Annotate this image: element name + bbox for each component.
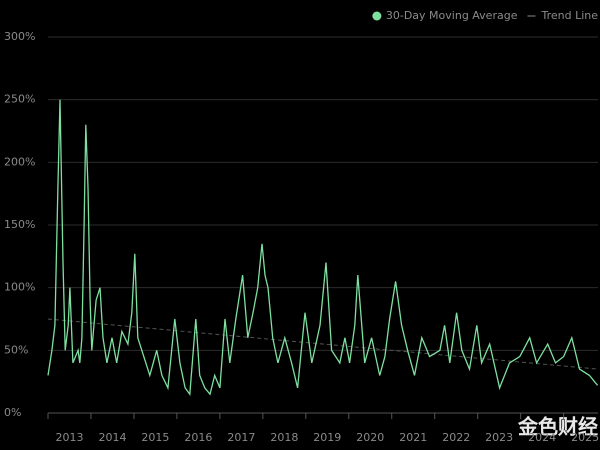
- x-tick-label: 2016: [184, 431, 212, 444]
- x-tick-label: 2023: [485, 431, 513, 444]
- series-line: [47, 99, 599, 396]
- x-tick-label: 2021: [399, 431, 427, 444]
- x-tick-label: 2017: [227, 431, 255, 444]
- x-tick-label: 2022: [442, 431, 470, 444]
- x-tick-label: 2015: [141, 431, 169, 444]
- x-tick-label: 2014: [98, 431, 126, 444]
- x-tick-label: 2024: [528, 431, 556, 444]
- watermark: 金色财经: [517, 415, 598, 439]
- y-tick-label: 200%: [4, 155, 35, 168]
- x-tick-label: 2018: [270, 431, 298, 444]
- y-tick-label: 150%: [4, 218, 35, 231]
- y-tick-label: 300%: [4, 30, 35, 43]
- legend-swatch: [372, 11, 382, 21]
- x-tick-label: 2019: [313, 431, 341, 444]
- y-tick-label: 250%: [4, 93, 35, 106]
- x-tick-label: 2025: [571, 431, 599, 444]
- legend-label: Trend Line: [540, 9, 598, 22]
- y-tick-label: 50%: [4, 343, 28, 356]
- series-line: [47, 318, 598, 370]
- legend-label: 30-Day Moving Average: [386, 9, 518, 22]
- y-tick-label: 100%: [4, 281, 35, 294]
- x-tick-label: 2020: [356, 431, 384, 444]
- y-tick-label: 0%: [4, 406, 21, 419]
- x-tick-label: 2013: [55, 431, 83, 444]
